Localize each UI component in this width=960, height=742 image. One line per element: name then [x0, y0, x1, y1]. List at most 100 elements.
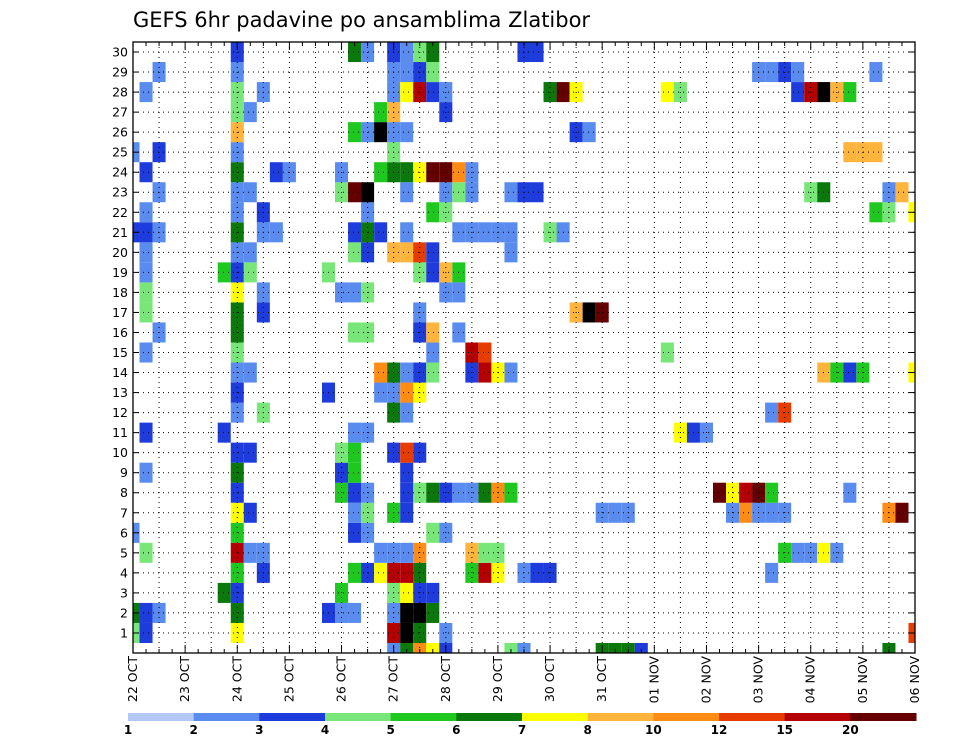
heatmap-cell — [400, 82, 414, 103]
heatmap-cell — [139, 622, 153, 643]
colorbar-label: 20 — [842, 723, 859, 737]
heatmap-cell — [243, 182, 257, 203]
colorbar-swatch — [325, 713, 392, 721]
heatmap-cell — [400, 602, 414, 623]
colorbar-label: 4 — [321, 723, 329, 737]
heatmap-cell — [139, 542, 153, 563]
colorbar-swatch — [390, 713, 457, 721]
x-tick-label: 05 NOV — [855, 656, 870, 704]
heatmap-cell — [243, 442, 257, 463]
colorbar-swatch — [653, 713, 720, 721]
colorbar: 1 2 3 4 5 6 7 8 10 12 15 20 — [124, 713, 917, 737]
heatmap-cell — [426, 202, 440, 223]
heatmap-cell — [426, 162, 440, 183]
y-tick-label: 28 — [112, 85, 128, 100]
heatmap-cell — [478, 362, 492, 383]
colorbar-label: 8 — [583, 723, 591, 737]
heatmap-cell — [243, 262, 257, 283]
heatmap-cell — [348, 502, 362, 523]
colorbar-label: 10 — [645, 723, 662, 737]
heatmap-cell — [269, 222, 283, 243]
heatmap-cell — [400, 222, 414, 243]
heatmap-cell — [348, 282, 362, 303]
heatmap-cell — [139, 462, 153, 483]
y-tick-label: 25 — [112, 145, 128, 160]
heatmap-cell — [426, 82, 440, 103]
heatmap-cell — [765, 502, 779, 523]
heatmap-cell — [478, 562, 492, 583]
heatmap-cell — [348, 562, 362, 583]
colorbar-swatch — [522, 713, 589, 721]
heatmap-cell — [374, 222, 388, 243]
y-tick-label: 7 — [120, 505, 128, 520]
heatmap-cell — [400, 42, 414, 63]
heatmap-cell — [765, 562, 779, 583]
heatmap-cell — [348, 42, 362, 63]
y-tick-label: 8 — [120, 485, 128, 500]
x-tick-label: 01 NOV — [646, 656, 661, 704]
heatmap-cell — [400, 362, 414, 383]
heatmap-cell — [348, 222, 362, 243]
y-tick-label: 3 — [120, 585, 128, 600]
heatmap-cell — [139, 262, 153, 283]
y-tick-label: 16 — [112, 325, 128, 340]
y-tick-label: 9 — [120, 465, 128, 480]
heatmap-cell — [504, 362, 518, 383]
heatmap-cell — [504, 182, 518, 203]
heatmap-cell — [139, 242, 153, 263]
heatmap-cell — [243, 102, 257, 123]
heatmap-cell — [374, 102, 388, 123]
heatmap-cell — [348, 182, 362, 203]
x-tick-label: 22 OCT — [125, 656, 140, 702]
y-tick-label: 14 — [112, 365, 128, 380]
heatmap-cell — [348, 442, 362, 463]
heatmap-cell — [478, 342, 492, 363]
x-tick-label: 26 OCT — [334, 656, 349, 702]
colorbar-label: 15 — [776, 723, 793, 737]
y-tick-label: 5 — [120, 545, 128, 560]
x-tick-label: 25 OCT — [281, 656, 296, 702]
heatmap-cell — [243, 542, 257, 563]
heatmap-cell — [765, 482, 779, 503]
x-tick-label: 06 NOV — [907, 656, 922, 704]
colorbar-swatch — [259, 713, 326, 721]
heatmap-cell — [426, 262, 440, 283]
x-tick-label: 02 NOV — [698, 656, 713, 704]
heatmap-cell — [608, 502, 622, 523]
heatmap-cell — [374, 162, 388, 183]
heatmap-cell — [400, 562, 414, 583]
heatmap-cell — [608, 642, 622, 653]
heatmap-cell — [374, 562, 388, 583]
y-tick-label: 30 — [112, 45, 128, 60]
heatmap-cell — [400, 382, 414, 403]
heatmap-cell — [869, 202, 883, 223]
colorbar-label: 3 — [255, 723, 263, 737]
heatmap-cell — [348, 482, 362, 503]
y-tick-label: 11 — [112, 425, 128, 440]
heatmap-cell — [530, 182, 544, 203]
colorbar-swatch — [128, 713, 195, 721]
heatmap-cell — [843, 82, 857, 103]
heatmap-cell — [400, 482, 414, 503]
heatmap-cell — [348, 462, 362, 483]
heatmap-cell — [504, 222, 518, 243]
x-tick-label: 27 OCT — [386, 656, 401, 702]
y-tick-label: 22 — [112, 205, 128, 220]
heatmap-cell — [765, 402, 779, 423]
heatmap-cell — [634, 642, 648, 653]
heatmap-cell — [426, 362, 440, 383]
heatmap-cell — [843, 142, 857, 163]
heatmap-cell — [426, 42, 440, 63]
x-tick-label: 29 OCT — [490, 656, 505, 702]
heatmap-cell — [530, 42, 544, 63]
heatmap-cell — [869, 62, 883, 83]
heatmap-cell — [400, 402, 414, 423]
heatmap-cell — [348, 602, 362, 623]
heatmap-cell — [139, 302, 153, 323]
heatmap-cell — [426, 322, 440, 343]
heatmap-cell — [478, 482, 492, 503]
colorbar-label: 7 — [518, 723, 526, 737]
colorbar-swatch — [587, 713, 654, 721]
heatmap-cell — [765, 62, 779, 83]
